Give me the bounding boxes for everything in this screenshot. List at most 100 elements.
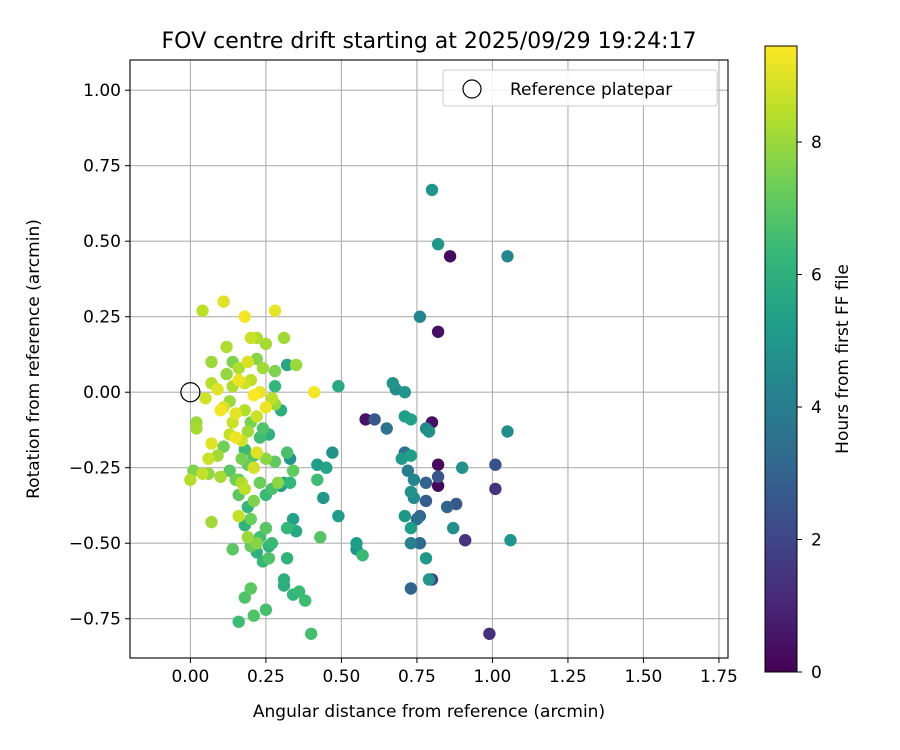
- data-point: [250, 537, 263, 550]
- data-point: [447, 521, 460, 535]
- data-point: [440, 500, 454, 514]
- data-point: [431, 325, 445, 338]
- data-point: [431, 238, 445, 251]
- y-tick-label: 0.25: [83, 308, 121, 328]
- data-point: [253, 476, 267, 489]
- x-axis-ticks: 0.00 0.25 0.50 0.75 1.00 1.25 1.50 1.75: [171, 658, 738, 687]
- data-point: [431, 458, 445, 471]
- data-point: [404, 521, 418, 535]
- data-point: [265, 537, 279, 550]
- data-point: [398, 386, 411, 399]
- data-point: [407, 473, 421, 486]
- colorbar-ticks: 0 2 4 6 8: [797, 133, 822, 683]
- data-point: [501, 425, 514, 438]
- data-point: [292, 585, 306, 598]
- data-point: [422, 425, 436, 438]
- data-point: [235, 452, 248, 465]
- data-point: [431, 470, 445, 483]
- data-point: [443, 250, 457, 263]
- data-point: [241, 355, 254, 369]
- data-point: [220, 340, 233, 354]
- data-point: [356, 549, 369, 562]
- data-point: [404, 485, 418, 499]
- data-point: [220, 367, 233, 381]
- data-point: [229, 407, 242, 420]
- legend-box: [442, 69, 718, 107]
- data-point: [244, 331, 257, 345]
- data-point: [286, 464, 300, 477]
- data-point: [280, 521, 294, 535]
- data-point: [489, 482, 502, 496]
- data-point: [350, 537, 363, 550]
- data-point: [259, 521, 273, 535]
- data-point: [259, 401, 273, 414]
- data-points: [184, 183, 517, 640]
- data-point: [268, 364, 282, 378]
- legend[interactable]: Reference platepar: [442, 69, 718, 107]
- data-point: [401, 464, 415, 477]
- data-point: [256, 422, 270, 435]
- data-point: [217, 295, 230, 308]
- y-axis-label: Rotation from reference (arcmin): [24, 219, 44, 499]
- data-point: [250, 446, 263, 459]
- data-point: [238, 482, 251, 496]
- y-tick-label: 1.00: [83, 81, 121, 101]
- data-point: [268, 380, 282, 393]
- y-tick-label: −0.50: [69, 534, 121, 554]
- colorbar-tick-label: 8: [811, 133, 822, 153]
- x-tick-label: 1.00: [473, 667, 511, 687]
- data-point: [229, 431, 242, 444]
- data-point: [199, 392, 212, 405]
- data-point: [404, 449, 418, 462]
- data-point: [247, 609, 260, 622]
- data-point: [404, 537, 418, 550]
- data-point: [311, 473, 324, 486]
- data-point: [422, 573, 436, 586]
- data-point: [244, 582, 257, 595]
- data-point: [238, 591, 251, 604]
- y-tick-label: 0.50: [83, 232, 121, 252]
- data-point: [190, 422, 203, 435]
- data-point: [205, 437, 218, 450]
- data-point: [214, 404, 227, 417]
- data-point: [504, 534, 517, 547]
- data-point: [259, 603, 273, 616]
- data-point: [289, 358, 303, 372]
- data-point: [483, 627, 496, 640]
- data-point: [314, 531, 327, 544]
- data-point: [299, 594, 312, 607]
- colorbar: 0 2 4 6 8 Hours from first FF file: [764, 45, 853, 683]
- data-point: [214, 470, 227, 483]
- data-point: [262, 552, 276, 565]
- data-point: [398, 509, 411, 523]
- colorbar-tick-label: 4: [811, 398, 822, 418]
- x-tick-label: 0.75: [398, 667, 436, 687]
- colorbar-tick-label: 0: [811, 663, 822, 683]
- data-point: [226, 543, 239, 556]
- y-tick-label: 0.75: [83, 157, 121, 177]
- data-point: [410, 512, 424, 526]
- data-point: [489, 458, 502, 471]
- data-point: [419, 552, 433, 565]
- data-point: [413, 310, 427, 323]
- data-point: [256, 361, 270, 375]
- data-point: [241, 531, 254, 544]
- data-point: [223, 464, 236, 477]
- data-point: [332, 509, 345, 523]
- colorbar-gradient: [764, 45, 798, 673]
- data-point: [205, 355, 218, 369]
- data-point: [419, 476, 433, 489]
- data-point: [359, 413, 372, 426]
- colorbar-label: Hours from first FF file: [833, 264, 853, 454]
- data-point: [271, 476, 285, 489]
- data-point: [196, 467, 209, 480]
- data-point: [308, 386, 321, 399]
- x-tick-label: 1.75: [700, 667, 738, 687]
- data-point: [332, 380, 345, 393]
- colorbar-tick-label: 2: [811, 531, 822, 551]
- data-point: [247, 461, 260, 474]
- y-tick-label: −0.75: [69, 610, 121, 630]
- data-point: [217, 440, 230, 453]
- data-point: [250, 410, 263, 423]
- x-tick-label: 1.25: [549, 667, 587, 687]
